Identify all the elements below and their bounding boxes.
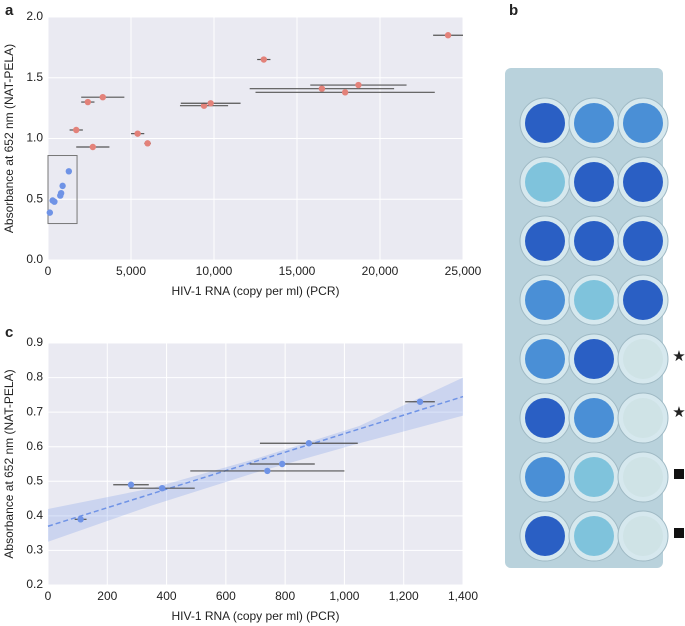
- well: [574, 280, 614, 320]
- well: [525, 398, 565, 438]
- y-tick-label: 0.3: [26, 543, 43, 557]
- x-tick-label: 15,000: [279, 264, 316, 278]
- point: [318, 85, 326, 92]
- well: [574, 103, 614, 143]
- y-tick-label: 0.4: [26, 508, 43, 522]
- point: [260, 56, 267, 63]
- x-axis-label: HIV-1 RNA (copy per ml) (PCR): [171, 284, 339, 298]
- well: [623, 457, 663, 497]
- y-axis-label: Absorbance at 652 nm (NAT-PELA): [2, 44, 16, 233]
- well: [525, 516, 565, 556]
- well: [574, 221, 614, 261]
- point: [278, 460, 286, 468]
- y-tick-label: 1.0: [26, 131, 43, 145]
- point: [99, 93, 106, 101]
- y-tick-label: 0.9: [26, 335, 43, 349]
- point: [73, 126, 80, 134]
- well: [574, 516, 614, 556]
- well: [525, 280, 565, 320]
- x-axis-label: HIV-1 RNA (copy per ml) (PCR): [171, 609, 339, 623]
- point: [59, 182, 66, 190]
- point: [207, 100, 214, 107]
- highlight-box: [47, 155, 78, 225]
- point: [84, 98, 92, 106]
- x-tick-label: 600: [216, 589, 236, 603]
- point: [158, 485, 166, 492]
- square: [674, 469, 684, 479]
- photo: ★ ★: [505, 68, 685, 568]
- regression-line: [47, 395, 464, 527]
- square: [674, 528, 684, 538]
- well: [525, 162, 565, 202]
- x-tick-label: 400: [157, 589, 177, 603]
- well: [623, 339, 663, 379]
- point: [444, 32, 452, 39]
- x-tick-label: 10,000: [196, 264, 233, 278]
- star: ★: [672, 348, 685, 365]
- panel-label: a: [5, 2, 14, 19]
- point: [134, 130, 141, 137]
- x-tick-label: 0: [45, 264, 52, 278]
- y-tick-label: 0.5: [26, 191, 43, 205]
- y-tick-label: 2.0: [26, 9, 43, 23]
- point: [144, 140, 151, 147]
- confidence-band: [48, 377, 463, 542]
- well: [525, 221, 565, 261]
- x-tick-label: 800: [275, 589, 295, 603]
- point: [355, 81, 362, 89]
- well: [574, 162, 614, 202]
- y-tick-label: 1.5: [26, 70, 43, 84]
- point: [200, 102, 208, 109]
- x-tick-label: 200: [97, 589, 117, 603]
- x-tick-label: 1,000: [329, 589, 359, 603]
- panel-label: c: [5, 324, 13, 341]
- x-tick-label: 1,200: [389, 589, 419, 603]
- point: [127, 481, 135, 488]
- x-tick-label: 5,000: [116, 264, 146, 278]
- point: [57, 189, 65, 197]
- y-tick-label: 0.7: [26, 404, 43, 418]
- y-tick-label: 0.2: [26, 577, 43, 591]
- point: [416, 398, 424, 405]
- point: [89, 143, 97, 151]
- y-tick-label: 0.0: [26, 252, 43, 266]
- panel-label: b: [509, 2, 518, 19]
- x-tick-label: 0: [45, 589, 52, 603]
- star: ★: [672, 404, 685, 421]
- point: [264, 467, 271, 475]
- well: [623, 398, 663, 438]
- x-tick-label: 1,400: [448, 589, 478, 603]
- point: [341, 89, 349, 96]
- well: [574, 339, 614, 379]
- well: [623, 280, 663, 320]
- well: [525, 457, 565, 497]
- point: [305, 440, 313, 447]
- point: [65, 168, 73, 175]
- well: [623, 516, 663, 556]
- x-tick-label: 20,000: [362, 264, 399, 278]
- point: [77, 516, 84, 523]
- well: [525, 339, 565, 379]
- point: [46, 209, 54, 216]
- wells: [519, 97, 669, 562]
- y-axis-label: Absorbance at 652 nm (NAT-PELA): [2, 369, 16, 558]
- y-tick-label: 0.6: [26, 439, 43, 453]
- well: [623, 162, 663, 202]
- y-tick-label: 0.8: [26, 370, 43, 384]
- point: [51, 198, 58, 205]
- well: [574, 398, 614, 438]
- well: [525, 103, 565, 143]
- well: [623, 103, 663, 143]
- well: [574, 457, 614, 497]
- y-tick-label: 0.5: [26, 473, 43, 487]
- x-tick-label: 25,000: [445, 264, 482, 278]
- well: [623, 221, 663, 261]
